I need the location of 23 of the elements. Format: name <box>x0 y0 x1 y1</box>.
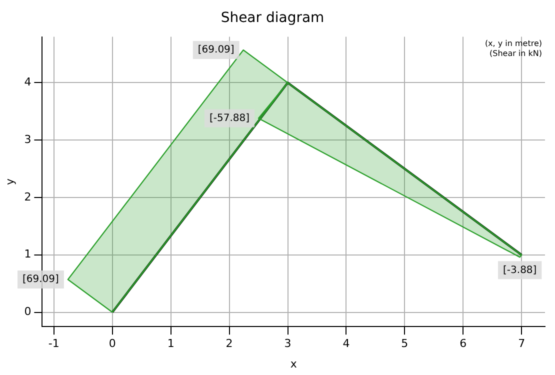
annotation: [-3.88] <box>503 264 537 276</box>
x-tick-label: 2 <box>226 337 233 350</box>
chart-title: Shear diagram <box>220 10 324 26</box>
annotation: (Shear in kN) <box>490 48 542 58</box>
x-axis-title: x <box>290 357 298 370</box>
annotation: [69.09] <box>22 274 60 286</box>
x-tick-label: 6 <box>460 337 467 350</box>
annotation: [-57.88] <box>209 112 250 124</box>
x-tick-label: 3 <box>284 337 292 350</box>
annotation: [69.09] <box>198 44 234 56</box>
y-axis-title: y <box>3 178 16 185</box>
x-tick-label: 1 <box>167 337 174 350</box>
x-tick-label: -1 <box>48 337 60 350</box>
x-tick-label: 7 <box>518 337 526 350</box>
x-tick-label: 0 <box>108 337 116 350</box>
y-tick-label: 4 <box>24 76 32 89</box>
y-tick-label: 0 <box>24 305 32 318</box>
x-tick-label: 4 <box>342 337 350 350</box>
annotation: (x, y in metre) <box>484 38 542 48</box>
x-tick-label: 5 <box>401 337 408 350</box>
y-tick-label: 1 <box>24 248 32 261</box>
y-tick-label: 2 <box>24 190 32 204</box>
y-tick-label: 3 <box>24 132 32 146</box>
